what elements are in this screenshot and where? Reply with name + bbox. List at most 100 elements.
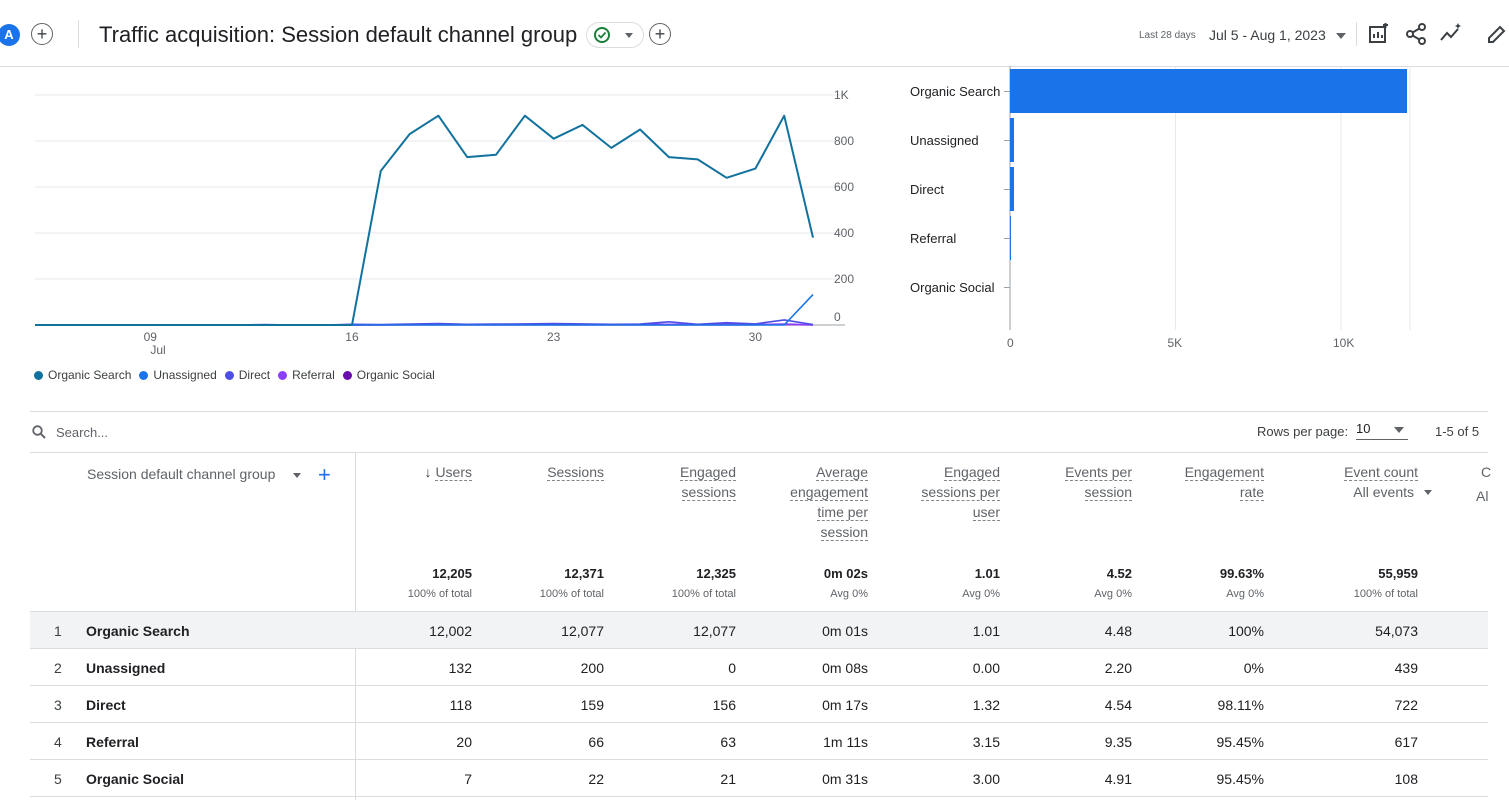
column-total-subtext: Avg 0%: [830, 588, 868, 600]
y-tick-mark: [1004, 287, 1010, 288]
table-cell: 21: [720, 771, 736, 787]
column-header-event-count[interactable]: Event count All events: [1344, 462, 1432, 502]
legend-label: Organic Social: [356, 368, 435, 382]
series-line-unassigned[interactable]: [35, 294, 814, 326]
x-tick-label: 09: [143, 330, 157, 344]
table-cell: 1.32: [972, 697, 1000, 713]
row-channel-name[interactable]: Organic Search: [86, 623, 190, 639]
column-header-text: Sessions: [547, 464, 604, 481]
rows-per-page-select[interactable]: 10: [1356, 421, 1408, 440]
table-row[interactable]: 3 Direct 118 159 156 0m 17s 1.32 4.54 98.11% 722: [30, 685, 1488, 723]
dimension-column-header[interactable]: Session default channel group: [87, 466, 276, 482]
column-header-text: rate: [1239, 484, 1264, 501]
legend-item[interactable]: Direct: [224, 368, 271, 382]
account-avatar[interactable]: A: [0, 24, 20, 46]
report-status-dropdown[interactable]: [586, 22, 644, 48]
column-header-engaged-sessions-per-user[interactable]: Engaged sessions per user: [921, 462, 1000, 522]
legend-label: Direct: [238, 368, 271, 382]
table-cell: 20: [456, 734, 472, 750]
table-bottom-border: [30, 796, 1488, 797]
table-row[interactable]: 4 Referral 20 66 63 1m 11s 3.15 9.35 95.45% 617: [30, 722, 1488, 760]
table-row[interactable]: 5 Organic Social 7 22 21 0m 31s 3.00 4.91 95.45%…: [30, 759, 1488, 797]
customize-report-icon[interactable]: [1367, 22, 1391, 46]
column-header-text: sessions: [681, 484, 736, 501]
table-cell: 118: [449, 697, 472, 713]
search-icon: [32, 425, 46, 439]
column-header-users[interactable]: ↓ Users: [425, 462, 472, 482]
table-cell: 108: [1394, 771, 1418, 787]
column-header-average-engagement-time-per-session[interactable]: Average engagement time per session: [790, 462, 868, 542]
search-input[interactable]: Search...: [56, 425, 109, 440]
y-tick-mark: [1004, 238, 1010, 239]
x-tick-label: 5K: [1167, 336, 1183, 350]
column-header-text: Engaged: [943, 464, 1000, 481]
chevron-down-icon[interactable]: [1336, 33, 1346, 39]
table-cell: 9.35: [1104, 734, 1132, 750]
add-comparison-button[interactable]: +: [31, 23, 53, 45]
column-total: 12,325: [696, 566, 736, 581]
table-cell: 12,077: [693, 623, 736, 639]
column-header-text: sessions per: [921, 484, 1000, 501]
bar-category-label: Direct: [910, 182, 944, 197]
y-tick-label: 0: [834, 310, 841, 324]
y-tick-label: 1K: [834, 88, 849, 102]
date-range-picker[interactable]: Jul 5 - Aug 1, 2023: [1209, 27, 1326, 43]
table-cell: 2.20: [1104, 660, 1132, 676]
chart-legend: Organic Search Unassigned Direct Referral Or…: [34, 368, 443, 382]
table-row[interactable]: 1 Organic Search 12,002 12,077 12,077 0m 01s 1…: [30, 611, 1488, 649]
x-tick-label: 16: [345, 330, 359, 344]
bar-unassigned[interactable]: [1010, 118, 1015, 162]
row-channel-name[interactable]: Unassigned: [86, 660, 166, 676]
row-channel-name[interactable]: Referral: [86, 734, 139, 750]
row-index: 3: [54, 697, 62, 713]
table-cell: 95.45%: [1216, 771, 1264, 787]
legend-item[interactable]: Unassigned: [139, 368, 217, 382]
add-filter-button[interactable]: +: [649, 23, 671, 45]
table-cell: 0: [728, 660, 736, 676]
rows-per-page-label: Rows per page:: [1257, 424, 1349, 439]
column-total-subtext: 100% of total: [1353, 588, 1418, 600]
insights-icon[interactable]: [1439, 22, 1463, 46]
column-header-truncated[interactable]: C: [1481, 464, 1492, 480]
series-line-organic-search[interactable]: [35, 114, 814, 326]
legend-item[interactable]: Referral: [278, 368, 335, 382]
table-toolbar: Search... Rows per page: 10 1-5 of 5: [30, 411, 1488, 453]
table-cell: 0%: [1243, 660, 1264, 676]
column-filter-truncated[interactable]: Al: [1476, 488, 1489, 504]
table-cell: 439: [1394, 660, 1418, 676]
edit-icon[interactable]: [1485, 22, 1509, 46]
row-channel-name[interactable]: Direct: [86, 697, 126, 713]
column-header-engaged-sessions[interactable]: Engaged sessions: [679, 462, 736, 502]
column-header-text: time per: [817, 504, 868, 521]
sessions-line-chart: [35, 94, 845, 326]
legend-item[interactable]: Organic Social: [342, 368, 435, 382]
page-title: Traffic acquisition: Session default cha…: [99, 22, 578, 47]
add-dimension-button[interactable]: +: [318, 462, 331, 487]
column-header-sessions[interactable]: Sessions: [547, 462, 604, 482]
bar-referral[interactable]: [1010, 216, 1011, 260]
column-header-events-per-session[interactable]: Events per session: [1065, 462, 1132, 502]
share-icon[interactable]: [1404, 22, 1428, 46]
chevron-down-icon[interactable]: [1394, 427, 1404, 433]
row-index: 2: [54, 660, 62, 676]
column-total: 12,205: [432, 566, 472, 581]
event-filter-label: All events: [1353, 484, 1414, 500]
column-header-engagement-rate[interactable]: Engagement rate: [1184, 462, 1264, 502]
column-total: 12,371: [564, 566, 604, 581]
x-axis-month-label: Jul: [150, 343, 166, 357]
table-cell: 4.48: [1104, 623, 1132, 639]
legend-label: Referral: [292, 368, 335, 382]
legend-item[interactable]: Organic Search: [34, 368, 131, 382]
column-header-text: Users: [435, 464, 472, 481]
chevron-down-icon[interactable]: [293, 473, 301, 478]
table-cell: 3.15: [972, 734, 1000, 750]
bar-direct[interactable]: [1010, 167, 1014, 211]
table-cell: 0m 17s: [822, 697, 868, 713]
table-row[interactable]: 2 Unassigned 132 200 0 0m 08s 0.00 2.20 0% 439: [30, 648, 1488, 686]
event-filter-select[interactable]: All events: [1344, 482, 1432, 502]
row-index: 1: [54, 623, 62, 639]
row-channel-name[interactable]: Organic Social: [86, 771, 185, 787]
chevron-down-icon: [1424, 490, 1432, 495]
table-cell: 0m 01s: [822, 623, 868, 639]
bar-organic-search[interactable]: [1010, 69, 1408, 113]
